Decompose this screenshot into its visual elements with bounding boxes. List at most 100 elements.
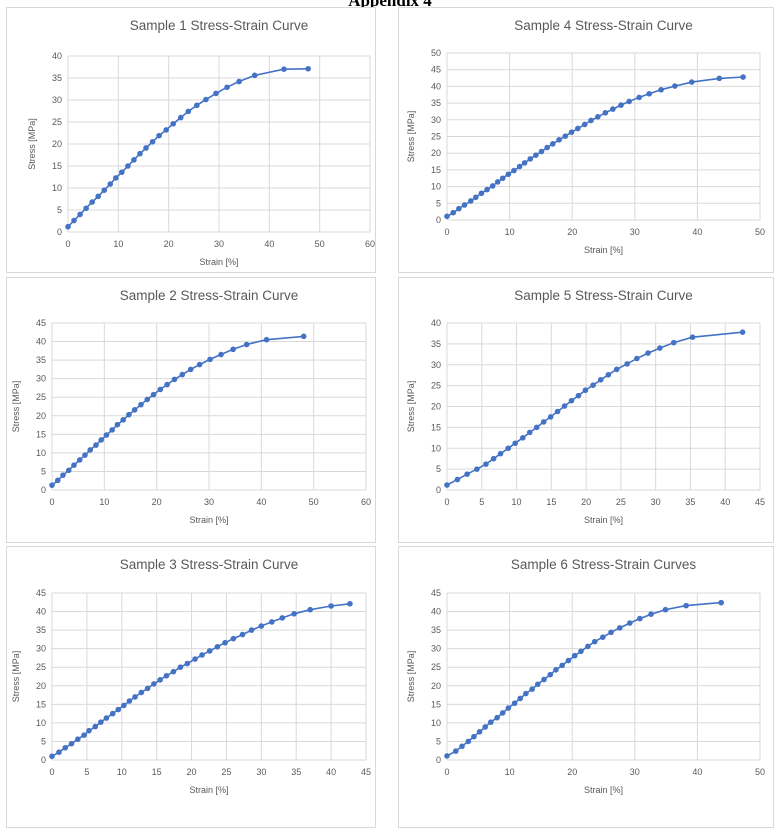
- y-tick-label: 30: [36, 374, 46, 384]
- y-tick-label: 5: [436, 464, 441, 474]
- data-point: [581, 121, 588, 128]
- data-point: [452, 748, 459, 754]
- y-tick-label: 45: [431, 65, 441, 75]
- data-point: [597, 376, 604, 383]
- data-point: [549, 141, 556, 147]
- data-point: [591, 638, 598, 645]
- y-tick-label: 25: [431, 381, 441, 391]
- data-point: [171, 376, 178, 383]
- data-point: [230, 635, 237, 642]
- data-point: [526, 429, 533, 436]
- series-line: [51, 335, 304, 486]
- chart-panel-3: Sample 2 Stress-Strain Curve 0 5 10 15 20 25 30…: [6, 277, 376, 543]
- data-point: [626, 620, 633, 626]
- x-tick-label: 40: [264, 239, 274, 249]
- data-point: [75, 736, 81, 743]
- data-point: [305, 65, 311, 72]
- x-tick-label: 30: [630, 227, 640, 237]
- data-point: [243, 341, 250, 348]
- data-point: [206, 648, 213, 654]
- x-tick-label: 0: [444, 767, 449, 777]
- data-point: [98, 437, 104, 443]
- data-point: [251, 72, 258, 79]
- y-tick-label: 15: [52, 161, 62, 171]
- y-tick-label: 30: [431, 360, 441, 370]
- x-tick-label: 30: [651, 497, 661, 507]
- y-tick-label: 45: [36, 588, 46, 598]
- data-point: [582, 387, 589, 394]
- chart-panel-4: Sample 5 Stress-Strain Curve 0 5 10 15 20 25 30…: [398, 277, 774, 543]
- x-tick-label: 10: [505, 767, 515, 777]
- series-line: [446, 331, 743, 486]
- data-point: [71, 217, 77, 224]
- y-tick-label: 35: [52, 73, 62, 83]
- x-tick-label: 25: [616, 497, 626, 507]
- data-point: [618, 102, 624, 108]
- x-tick-label: 20: [567, 767, 577, 777]
- y-axis-label: Stress [MPa]: [27, 118, 37, 170]
- data-point: [505, 445, 512, 452]
- data-point: [474, 466, 480, 472]
- data-point: [224, 84, 230, 91]
- y-axis-label: Stress [MPa]: [11, 381, 21, 433]
- series-line: [51, 603, 351, 757]
- data-point: [65, 223, 71, 230]
- y-tick-label: 25: [52, 117, 62, 127]
- x-tick-label: 15: [152, 767, 162, 777]
- data-point: [553, 667, 559, 673]
- x-tick-label: 45: [361, 767, 371, 777]
- data-point: [465, 738, 472, 745]
- series-line: [67, 68, 309, 228]
- data-point: [107, 181, 114, 187]
- data-point: [523, 690, 529, 697]
- x-tick-label: 15: [546, 497, 556, 507]
- data-point: [444, 753, 450, 759]
- data-point: [65, 467, 72, 474]
- data-point: [450, 209, 457, 216]
- y-tick-label: 5: [436, 198, 441, 208]
- data-point: [109, 427, 115, 433]
- y-tick-label: 0: [41, 755, 46, 765]
- data-point: [120, 417, 126, 423]
- data-point: [529, 686, 535, 692]
- data-point: [185, 108, 192, 115]
- chart-title: Sample 5 Stress-Strain Curve: [514, 288, 693, 303]
- x-tick-label: 20: [567, 227, 577, 237]
- x-axis-label: Strain [%]: [584, 245, 623, 255]
- data-point: [163, 127, 169, 133]
- data-point: [505, 705, 512, 711]
- data-point: [499, 175, 506, 182]
- y-tick-label: 40: [36, 607, 46, 617]
- data-point: [578, 648, 584, 655]
- data-point: [281, 66, 287, 72]
- y-tick-label: 20: [431, 148, 441, 158]
- data-point: [131, 407, 138, 413]
- y-tick-label: 40: [52, 51, 62, 61]
- data-point: [269, 619, 275, 625]
- chart-title: Sample 3 Stress-Strain Curve: [120, 557, 299, 572]
- data-point: [248, 627, 255, 633]
- data-point: [575, 392, 582, 399]
- x-tick-label: 40: [692, 227, 702, 237]
- y-tick-label: 35: [431, 98, 441, 108]
- data-point: [89, 199, 95, 205]
- data-point: [595, 113, 601, 120]
- data-point: [101, 187, 108, 193]
- data-point: [87, 447, 94, 453]
- data-point: [533, 424, 540, 431]
- data-point: [114, 421, 121, 428]
- data-point: [658, 86, 664, 93]
- chart-svg: Sample 4 Stress-Strain Curve 0 5 10 15 20 25 30…: [406, 18, 765, 255]
- x-tick-label: 50: [309, 497, 319, 507]
- y-tick-label: 30: [36, 644, 46, 654]
- data-point: [456, 205, 462, 212]
- data-point: [121, 702, 127, 709]
- x-axis-label: Strain [%]: [584, 515, 623, 525]
- chart-svg: Sample 3 Stress-Strain Curve 0 5 10 15 20 25 30…: [11, 557, 371, 795]
- data-point: [300, 333, 307, 340]
- x-tick-label: 0: [65, 239, 70, 249]
- chart-svg: Sample 6 Stress-Strain Curves 0 5 10 15 20 25 3…: [406, 557, 765, 795]
- x-tick-label: 0: [444, 227, 449, 237]
- data-point: [347, 600, 353, 607]
- data-point: [657, 345, 663, 351]
